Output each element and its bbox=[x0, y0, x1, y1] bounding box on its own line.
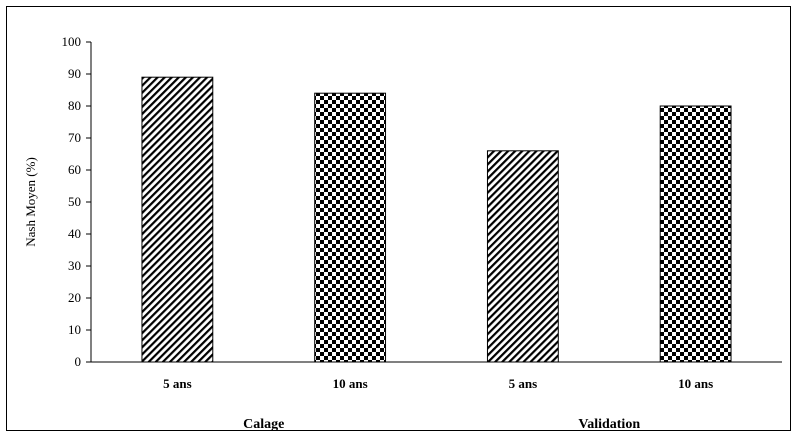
bar bbox=[314, 92, 387, 363]
y-tick-label: 80 bbox=[68, 98, 81, 113]
group-label: Validation bbox=[578, 417, 640, 432]
y-tick-label: 50 bbox=[68, 194, 81, 209]
y-tick-label: 20 bbox=[68, 290, 81, 305]
y-tick-label: 30 bbox=[68, 258, 81, 273]
bar bbox=[141, 76, 214, 363]
y-tick-label: 90 bbox=[68, 66, 81, 81]
y-tick-label: 70 bbox=[68, 130, 81, 145]
x-tick-label: 10 ans bbox=[678, 376, 713, 391]
x-tick-labels: 5 ans 10 ans 5 ans 10 ans bbox=[163, 376, 713, 391]
y-axis-label: Nash Moyen (%) bbox=[23, 157, 38, 247]
x-tick-label: 10 ans bbox=[333, 376, 368, 391]
y-tick-label: 40 bbox=[68, 226, 81, 241]
group-label: Calage bbox=[243, 417, 284, 432]
y-tick-label: 100 bbox=[62, 34, 82, 49]
bars bbox=[141, 76, 732, 363]
y-tick-label: 0 bbox=[75, 354, 82, 369]
bar bbox=[659, 105, 732, 363]
x-tick-label: 5 ans bbox=[509, 376, 538, 391]
y-ticks: 0 10 20 30 40 50 60 70 80 90 100 bbox=[62, 34, 91, 369]
x-tick-label: 5 ans bbox=[163, 376, 192, 391]
y-tick-label: 60 bbox=[68, 162, 81, 177]
bar bbox=[486, 150, 559, 363]
y-tick-label: 10 bbox=[68, 322, 81, 337]
group-labels: Calage Validation bbox=[243, 417, 640, 432]
